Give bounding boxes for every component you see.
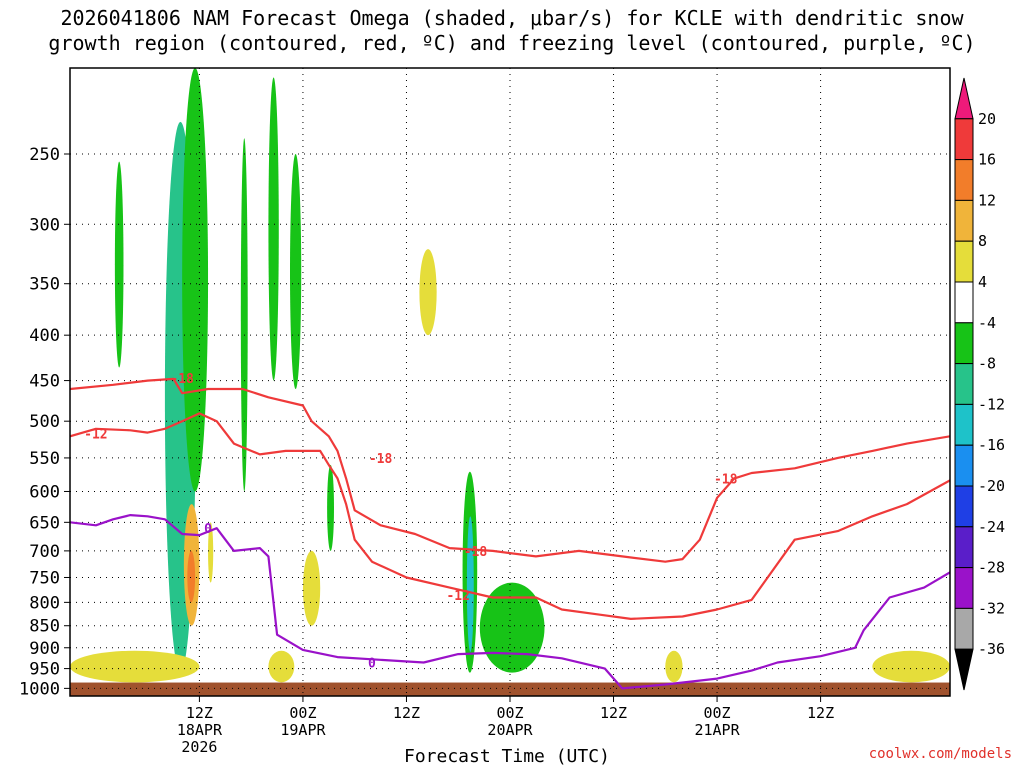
colorbar-swatch [954, 444, 974, 487]
colorbar-label: -20 [978, 477, 1005, 495]
x-tick-label: 21APR [694, 721, 740, 739]
omega-shade-lowlevel [268, 650, 295, 683]
colorbar-label: -16 [978, 436, 1005, 454]
omega-shade-region [466, 516, 474, 653]
ground-terrain [70, 682, 950, 696]
y-tick-label: 350 [29, 275, 60, 295]
contour-line--12C [70, 412, 950, 620]
omega-shade-region [290, 154, 302, 390]
x-tick-label: 18APR [177, 721, 223, 739]
x-tick-label: 12Z [186, 704, 213, 722]
colorbar-label: -4 [978, 314, 996, 332]
colorbar-swatch [954, 403, 974, 446]
omega-shade-region [419, 249, 437, 336]
contour-label: -18 [369, 452, 393, 467]
omega-shade-region [114, 161, 124, 368]
colorbar-swatch [954, 159, 974, 201]
y-tick-label: 900 [29, 639, 60, 659]
omega-shade-region [327, 464, 334, 551]
y-tick-label: 650 [29, 513, 60, 533]
omega-shade-region [268, 77, 279, 381]
omega-shade-lowlevel [665, 650, 683, 683]
omega-shade-region [208, 522, 214, 583]
contour-line-freezing-level [70, 514, 950, 690]
colorbar-swatch [954, 281, 974, 324]
x-tick-label: 12Z [807, 704, 834, 722]
omega-shade-region [479, 582, 545, 673]
colorbar-swatch [954, 607, 974, 650]
chart-title-line2: growth region (contoured, red, ºC) and f… [48, 31, 976, 55]
colorbar-swatch [954, 485, 974, 528]
omega-shade-region [182, 68, 209, 492]
colorbar-label: -8 [978, 355, 996, 373]
colorbar-label: -24 [978, 518, 1005, 536]
chart-title-line1: 2026041806 NAM Forecast Omega (shaded, μ… [60, 6, 964, 30]
colorbar-label: 20 [978, 110, 996, 128]
colorbar-label: 4 [978, 273, 987, 291]
contour-label: -12 [84, 427, 107, 442]
x-tick-label: 19APR [280, 721, 326, 739]
colorbar-label: 16 [978, 151, 996, 169]
colorbar-label: -12 [978, 395, 1005, 413]
y-tick-label: 250 [29, 145, 60, 165]
contour-label: -12 [446, 589, 469, 604]
colorbar-swatch [954, 199, 974, 242]
omega-shade-region [302, 550, 321, 626]
contour-label: -18 [714, 472, 738, 487]
colorbar-swatch [954, 118, 974, 161]
colorbar-swatch [954, 648, 974, 691]
x-tick-label: 20APR [487, 721, 533, 739]
y-tick-label: 850 [29, 617, 60, 637]
contour-label: -18 [464, 545, 488, 560]
colorbar-swatch [954, 567, 974, 609]
colorbar-swatch [954, 322, 974, 365]
colorbar-label: 8 [978, 232, 987, 250]
x-tick-label: 00Z [496, 704, 523, 722]
x-tick-label: 12Z [600, 704, 627, 722]
y-tick-label: 700 [29, 542, 60, 562]
y-tick-label: 1000 [19, 679, 60, 699]
x-tick-label: 2026 [181, 738, 217, 756]
y-tick-label: 950 [29, 660, 60, 680]
colorbar-label: -32 [978, 599, 1005, 617]
y-tick-label: 500 [29, 412, 60, 432]
omega-shade-region [240, 138, 248, 492]
colorbar-swatch [954, 363, 974, 405]
colorbar-label: 12 [978, 191, 996, 209]
x-tick-label: 12Z [393, 704, 420, 722]
y-tick-label: 800 [29, 593, 60, 613]
colorbar-label: -36 [978, 640, 1005, 658]
x-tick-label: 00Z [704, 704, 731, 722]
y-tick-label: 600 [29, 482, 60, 502]
x-tick-label: 00Z [289, 704, 316, 722]
colorbar-label: -28 [978, 559, 1005, 577]
y-tick-label: 750 [29, 568, 60, 588]
contour-line--18C [70, 377, 950, 563]
colorbar-swatch [954, 240, 974, 283]
omega-shade-region [187, 550, 196, 603]
colorbar-swatch [954, 526, 974, 569]
contour-label: 0 [204, 522, 212, 537]
contour-label: -18 [170, 372, 194, 387]
x-axis-title: Forecast Time (UTC) [404, 746, 610, 767]
colorbar-swatch [954, 77, 974, 120]
omega-shade-lowlevel [872, 650, 950, 683]
y-tick-label: 300 [29, 215, 60, 235]
y-tick-label: 450 [29, 372, 60, 392]
contour-label: 0 [368, 656, 376, 671]
y-tick-label: 400 [29, 326, 60, 346]
credit-text[interactable]: coolwx.com/models [868, 746, 1012, 762]
y-tick-label: 550 [29, 449, 60, 469]
omega-shade-lowlevel [70, 650, 200, 683]
